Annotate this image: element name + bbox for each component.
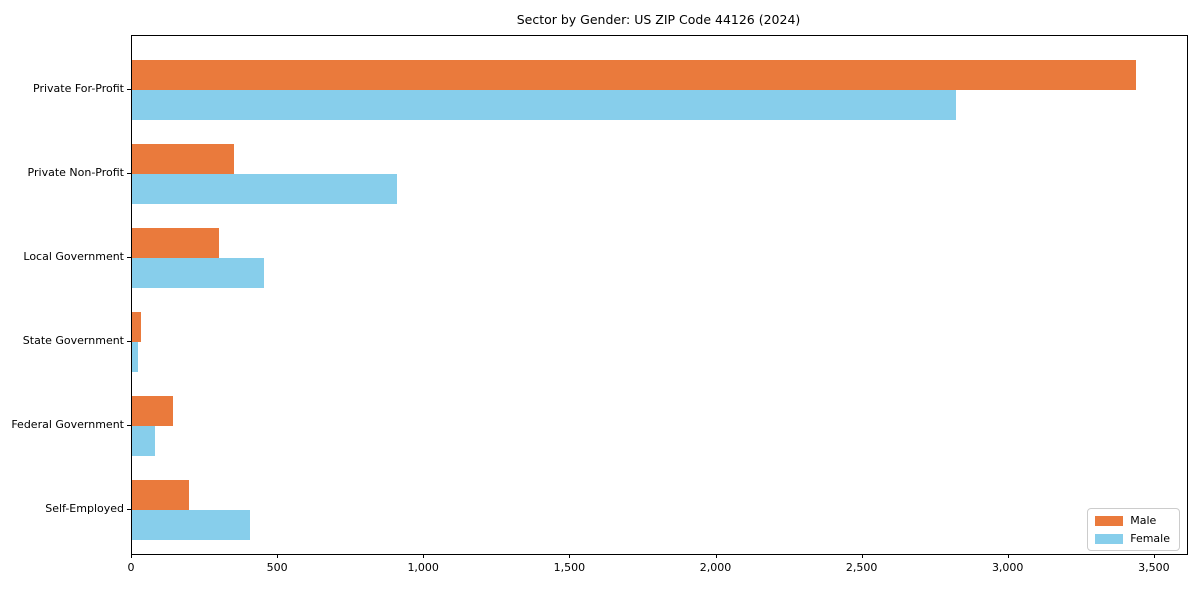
x-tick-label: 1,000 — [407, 561, 439, 574]
legend-label-male: Male — [1130, 514, 1157, 527]
bar-male — [132, 228, 219, 258]
y-tick-mark — [127, 425, 131, 426]
x-tick-label: 3,000 — [991, 561, 1024, 574]
bar-male — [132, 480, 190, 510]
bar-male — [132, 60, 1136, 90]
bar-female — [132, 174, 398, 204]
x-tick-mark — [861, 554, 863, 558]
legend-swatch-male-icon — [1095, 515, 1124, 526]
x-tick-label: 2,000 — [699, 561, 732, 574]
y-tick-mark — [127, 89, 131, 90]
legend-label-female: Female — [1130, 532, 1170, 545]
x-tick-mark — [423, 554, 425, 558]
x-tick-label: 500 — [266, 561, 288, 574]
y-tick-mark — [127, 509, 131, 510]
y-tick-label: Private Non-Profit — [27, 166, 124, 179]
x-tick-mark — [569, 554, 571, 558]
y-tick-label: Federal Government — [11, 418, 124, 431]
bar-male — [132, 144, 235, 174]
x-tick-mark — [1007, 554, 1009, 558]
bar-male — [132, 396, 173, 426]
legend-entry-male: Male — [1095, 514, 1170, 527]
y-tick-label: Local Government — [23, 250, 124, 263]
bar-female — [132, 342, 139, 372]
legend: Male Female — [1087, 508, 1180, 551]
x-tick-mark — [715, 554, 717, 558]
plot-area: Male Female — [131, 35, 1188, 555]
bar-male — [132, 312, 142, 342]
y-tick-mark — [127, 257, 131, 258]
y-tick-label: State Government — [22, 334, 124, 347]
x-tick-mark — [1153, 554, 1155, 558]
x-tick-mark — [277, 554, 279, 558]
bar-female — [132, 258, 264, 288]
legend-entry-female: Female — [1095, 532, 1170, 545]
legend-swatch-female-icon — [1095, 533, 1124, 544]
bar-female — [132, 426, 155, 456]
y-tick-label: Private For-Profit — [33, 82, 124, 95]
x-tick-label: 0 — [127, 561, 135, 574]
x-tick-label: 2,500 — [845, 561, 878, 574]
bar-female — [132, 510, 251, 540]
x-tick-mark — [131, 554, 132, 558]
y-tick-label: Self-Employed — [45, 502, 124, 515]
bar-female — [132, 90, 957, 120]
y-tick-mark — [127, 341, 131, 342]
chart-title: Sector by Gender: US ZIP Code 44126 (202… — [516, 12, 801, 27]
y-tick-mark — [127, 173, 131, 174]
x-tick-label: 1,500 — [553, 561, 586, 574]
x-tick-label: 3,500 — [1138, 561, 1170, 574]
